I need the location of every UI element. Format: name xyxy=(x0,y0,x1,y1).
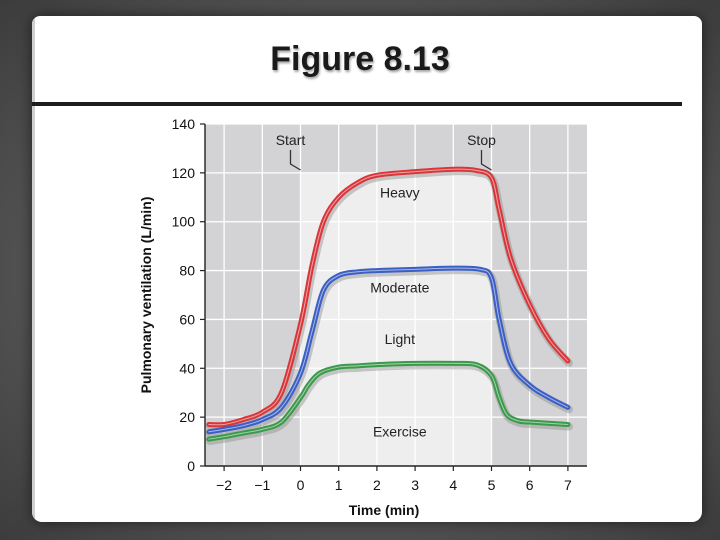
series-highlight-light xyxy=(208,362,569,440)
marker-label-start: Start xyxy=(276,132,306,148)
series-highlight-heavy xyxy=(208,168,569,426)
y-tick-label: 140 xyxy=(172,116,196,132)
y-tick-label: 100 xyxy=(172,214,196,230)
annotation-heavy: Heavy xyxy=(380,184,420,200)
x-tick-label: −2 xyxy=(216,477,232,493)
x-tick-label: 4 xyxy=(449,477,457,493)
title-rule xyxy=(32,102,682,106)
y-tick-label: 80 xyxy=(179,263,195,279)
x-tick-label: 2 xyxy=(373,477,381,493)
y-tick-label: 120 xyxy=(172,165,196,181)
annotation-moderate: Moderate xyxy=(370,280,429,296)
x-axis-label: Time (min) xyxy=(349,502,420,518)
series-highlight-moderate xyxy=(208,267,569,433)
x-tick-label: 3 xyxy=(411,477,419,493)
x-tick-label: 1 xyxy=(335,477,343,493)
y-tick-label: 0 xyxy=(187,458,195,474)
annotation-exercise: Exercise xyxy=(373,424,427,440)
marker-pointer-stop xyxy=(480,150,492,171)
x-tick-label: 0 xyxy=(297,477,305,493)
y-tick-label: 60 xyxy=(179,311,195,327)
annotation-light: Light xyxy=(385,331,415,347)
x-tick-label: 6 xyxy=(526,477,534,493)
x-tick-label: 7 xyxy=(564,477,572,493)
slide-left-edge xyxy=(32,16,35,522)
y-tick-label: 40 xyxy=(179,360,195,376)
y-tick-label: 20 xyxy=(179,409,195,425)
marker-pointer-start xyxy=(289,150,301,171)
y-axis-label: Pulmonary ventilation (L/min) xyxy=(138,197,154,394)
x-tick-label: 5 xyxy=(488,477,496,493)
slide-title: Figure 8.13 xyxy=(270,40,450,78)
x-tick-label: −1 xyxy=(254,477,270,493)
marker-label-stop: Stop xyxy=(467,132,496,148)
